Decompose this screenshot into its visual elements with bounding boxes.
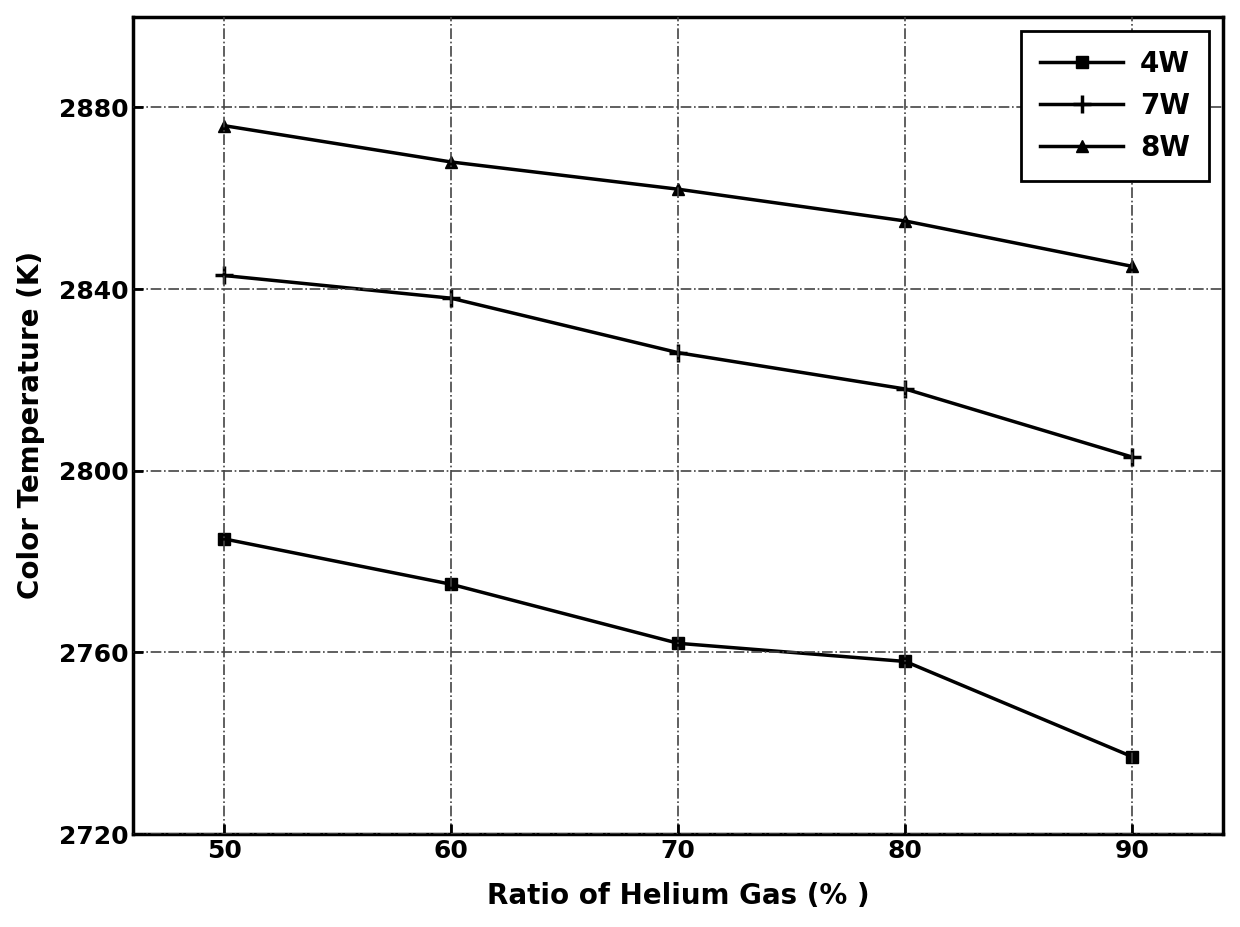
4W bbox=[671, 638, 686, 649]
4W bbox=[217, 533, 232, 544]
8W bbox=[1125, 260, 1140, 272]
8W bbox=[671, 184, 686, 195]
4W bbox=[444, 578, 459, 590]
4W bbox=[1125, 751, 1140, 762]
7W bbox=[444, 293, 459, 304]
Line: 4W: 4W bbox=[218, 533, 1138, 763]
8W bbox=[444, 157, 459, 168]
7W bbox=[898, 384, 913, 395]
8W bbox=[217, 121, 232, 132]
Line: 8W: 8W bbox=[218, 120, 1138, 273]
7W bbox=[217, 270, 232, 281]
X-axis label: Ratio of Helium Gas (% ): Ratio of Helium Gas (% ) bbox=[487, 883, 869, 910]
Y-axis label: Color Temperature (K): Color Temperature (K) bbox=[16, 251, 45, 600]
4W bbox=[898, 656, 913, 667]
8W bbox=[898, 215, 913, 226]
Legend: 4W, 7W, 8W: 4W, 7W, 8W bbox=[1021, 31, 1209, 181]
7W bbox=[1125, 451, 1140, 463]
7W bbox=[671, 347, 686, 358]
Line: 7W: 7W bbox=[215, 266, 1142, 466]
